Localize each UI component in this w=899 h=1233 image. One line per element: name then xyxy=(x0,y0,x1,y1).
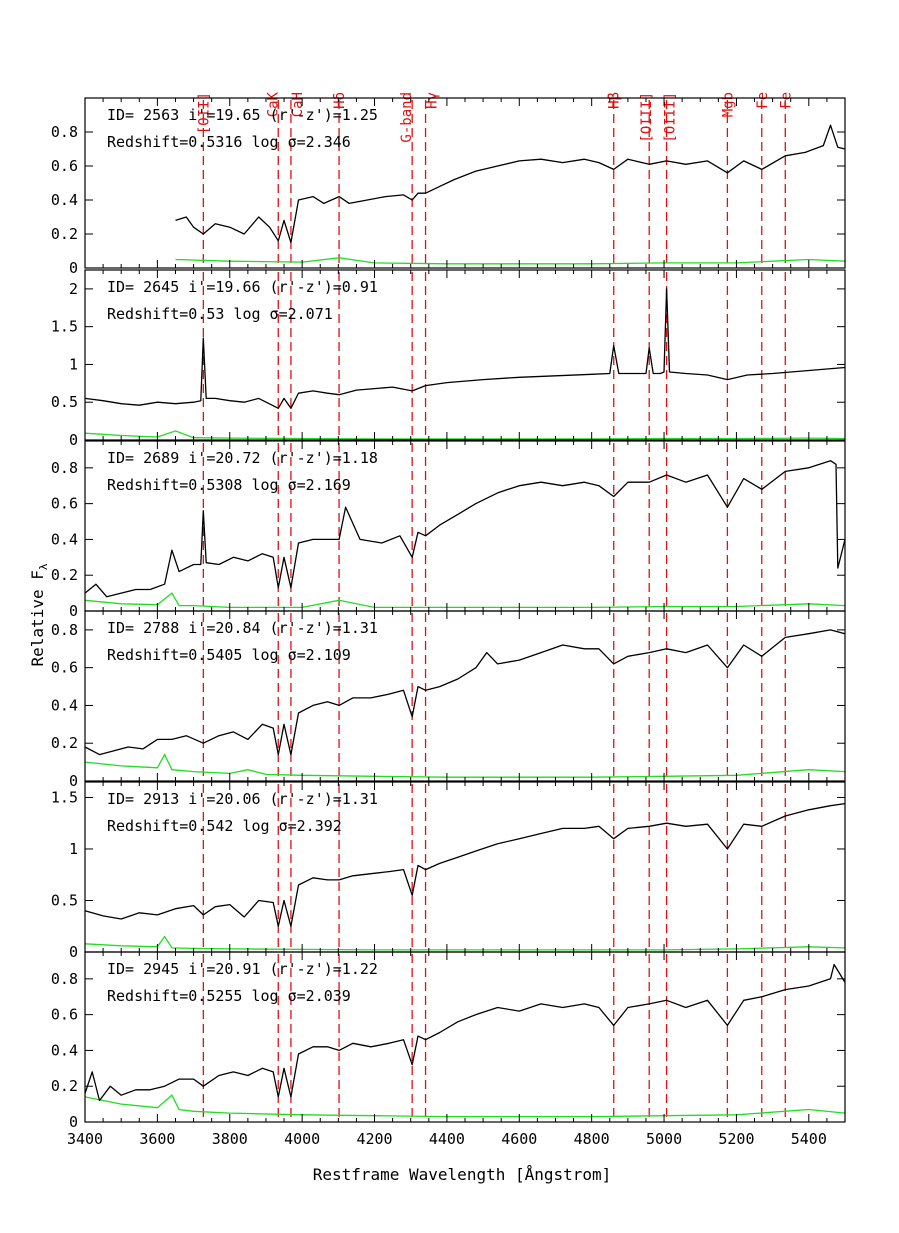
y-tick-label: 0 xyxy=(69,772,78,790)
y-tick-label: 0.2 xyxy=(51,1077,78,1095)
y-tick-label: 1 xyxy=(69,840,78,858)
y-tick-label: 0.5 xyxy=(51,891,78,909)
reference-line-label-12: Fe xyxy=(778,92,794,109)
y-tick-label: 0.8 xyxy=(51,123,78,141)
x-axis-label: Restframe Wavelength [Ångstrom] xyxy=(313,1165,612,1184)
x-tick-label: 5000 xyxy=(646,1130,682,1148)
x-tick-label: 5400 xyxy=(791,1130,827,1148)
y-tick-label: 0.4 xyxy=(51,696,78,714)
error-spectrum xyxy=(175,257,846,265)
panel-redshift-text: Redshift=0.5255 log σ=2.039 xyxy=(107,987,351,1005)
galaxy-spectrum xyxy=(175,124,846,244)
panel-4: 0 0.2 0.4 0.6 0.8 ID= 2788 i'=20.84 (r'-z')=1… xyxy=(51,610,846,790)
panel-3: 0 0.2 0.4 0.6 0.8 ID= 2689 i'=20.72 (r'-z')=1… xyxy=(51,440,846,620)
panel-5: 0 0.5 1 1.5 ID= 2913 i'=20.06 (r'-z')=1.31 Re… xyxy=(51,781,846,961)
x-tick-label: 5200 xyxy=(718,1130,754,1148)
y-tick-label: 0.8 xyxy=(51,459,78,477)
reference-line-label-7: Hβ xyxy=(607,92,623,109)
y-tick-label: 0.8 xyxy=(51,621,78,639)
y-tick-label: 0.2 xyxy=(51,225,78,243)
y-axis-label: Relative Fλ xyxy=(28,563,50,666)
y-tick-label: 0 xyxy=(69,602,78,620)
y-tick-label: 1.5 xyxy=(51,318,78,336)
galaxy-spectrum xyxy=(84,288,846,409)
panel-redshift-text: Redshift=0.5405 log σ=2.109 xyxy=(107,646,351,664)
x-tick-label: 3400 xyxy=(67,1130,103,1148)
y-tick-label: 0 xyxy=(69,259,78,277)
y-tick-label: 0 xyxy=(69,1113,78,1131)
error-spectrum xyxy=(84,592,846,609)
y-tick-label: 0.4 xyxy=(51,530,78,548)
y-tick-label: 0.8 xyxy=(51,970,78,988)
y-tick-label: 0.2 xyxy=(51,566,78,584)
panel-2: 0 0.5 1 1.5 2 ID= 2645 i'=19.66 (r'-z')=0.91 R… xyxy=(51,269,846,449)
y-tick-label: 0.6 xyxy=(51,1006,78,1024)
y-axis-label-text: Relative F xyxy=(28,570,47,666)
panel-redshift-text: Redshift=0.5316 log σ=2.346 xyxy=(107,133,351,151)
galaxy-spectrum xyxy=(84,963,846,1102)
y-tick-label: 0.2 xyxy=(51,734,78,752)
x-tick-label: 4200 xyxy=(356,1130,392,1148)
reference-line-label-5: G-band xyxy=(399,92,415,143)
galaxy-spectrum xyxy=(84,629,846,756)
panel-redshift-text: Redshift=0.542 log σ=2.392 xyxy=(107,817,342,835)
error-spectrum xyxy=(84,1094,846,1118)
spectrum-panels: 0 0.2 0.4 0.6 0.8 ID= 2563 i'=19.65 (r'-z')=1… xyxy=(51,97,846,1131)
x-tick-label: 4400 xyxy=(429,1130,465,1148)
x-tick-label: 3600 xyxy=(139,1130,175,1148)
y-axis-label-subscript: λ xyxy=(37,563,50,570)
y-tick-label: 1.5 xyxy=(51,788,78,806)
panel-6: 0 0.2 0.4 0.6 0.8 ID= 2945 i'=20.91 (r'-z')=1… xyxy=(51,951,846,1131)
x-tick-label: 4600 xyxy=(501,1130,537,1148)
galaxy-spectrum xyxy=(84,802,846,927)
galaxy-spectrum xyxy=(84,460,846,598)
reference-line-label-9: [OIII] xyxy=(663,92,679,143)
y-tick-label: 0.6 xyxy=(51,157,78,175)
y-tick-label: 0.6 xyxy=(51,659,78,677)
reference-line-label-6: Hγ xyxy=(425,92,441,109)
panel-id-text: ID= 2563 i'=19.65 (r'-z')=1.25 xyxy=(107,106,378,124)
y-tick-label: 0 xyxy=(69,431,78,449)
reference-line-label-11: Fe xyxy=(755,92,771,109)
y-tick-label: 2 xyxy=(69,280,78,298)
y-tick-label: 1 xyxy=(69,355,78,373)
error-spectrum xyxy=(84,753,846,778)
reference-line-label-8: [OIII] xyxy=(639,92,655,143)
reference-line-label-4: Hδ xyxy=(332,92,348,109)
panel-id-text: ID= 2788 i'=20.84 (r'-z')=1.31 xyxy=(107,619,378,637)
y-tick-label: 0.5 xyxy=(51,393,78,411)
y-tick-label: 0.4 xyxy=(51,1041,78,1059)
panel-redshift-text: Redshift=0.53 log σ=2.071 xyxy=(107,305,333,323)
panel-id-text: ID= 2689 i'=20.72 (r'-z')=1.18 xyxy=(107,449,378,467)
y-tick-label: 0 xyxy=(69,943,78,961)
panel-redshift-text: Redshift=0.5308 log σ=2.169 xyxy=(107,476,351,494)
panel-id-text: ID= 2913 i'=20.06 (r'-z')=1.31 xyxy=(107,790,378,808)
x-tick-label: 4000 xyxy=(284,1130,320,1148)
reference-line-label-10: Mgb xyxy=(720,92,736,117)
x-tick-labels: 3400 3600 3800 4000 4200 4400 4600 4800 5000 5200… xyxy=(67,1130,827,1148)
panel-1: 0 0.2 0.4 0.6 0.8 ID= 2563 i'=19.65 (r'-z')=1… xyxy=(51,97,846,277)
y-tick-label: 0.6 xyxy=(51,495,78,513)
x-tick-label: 3800 xyxy=(212,1130,248,1148)
x-tick-label: 4800 xyxy=(574,1130,610,1148)
y-tick-label: 0.4 xyxy=(51,191,78,209)
reference-line-label-1: [OII] xyxy=(196,92,212,134)
panel-id-text: ID= 2945 i'=20.91 (r'-z')=1.22 xyxy=(107,960,378,978)
panel-id-text: ID= 2645 i'=19.66 (r'-z')=0.91 xyxy=(107,278,378,296)
error-spectrum xyxy=(84,935,846,951)
